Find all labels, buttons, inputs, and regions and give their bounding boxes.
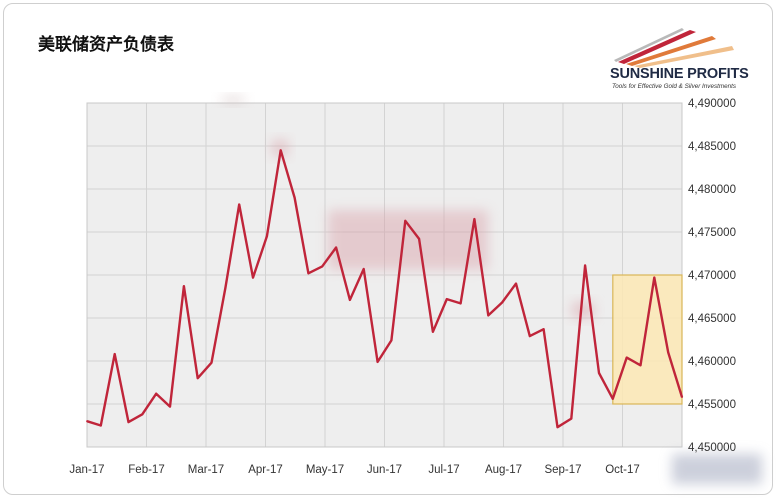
data-point xyxy=(667,351,670,354)
sunshine-profits-logo: SUNSHINE PROFITS Tools for Effective Gol… xyxy=(604,26,754,96)
x-tick-label: Jun-17 xyxy=(367,464,402,476)
data-point xyxy=(487,314,490,317)
data-point xyxy=(307,272,310,275)
data-point xyxy=(418,237,420,240)
data-point xyxy=(362,268,365,270)
data-point xyxy=(155,392,158,395)
x-tick-label: Aug-17 xyxy=(485,464,522,476)
x-tick-label: Jan-17 xyxy=(69,464,104,476)
data-point xyxy=(127,421,130,423)
data-point xyxy=(265,235,268,238)
data-point xyxy=(390,339,393,342)
data-point xyxy=(293,196,296,199)
x-tick-label: Oct-17 xyxy=(605,464,640,476)
logo-brand-text: SUNSHINE PROFITS xyxy=(610,66,749,82)
data-point xyxy=(528,335,531,337)
data-point xyxy=(99,424,102,427)
data-point xyxy=(279,149,282,152)
data-point xyxy=(169,405,171,408)
data-point xyxy=(182,285,185,288)
y-tick-label: 4,490000 xyxy=(688,98,736,110)
data-point xyxy=(473,218,476,221)
data-point xyxy=(625,356,628,359)
data-point xyxy=(570,417,573,420)
y-tick-label: 4,480000 xyxy=(688,184,736,196)
data-point xyxy=(404,219,407,222)
y-tick-label: 4,455000 xyxy=(688,399,736,411)
data-point xyxy=(335,246,337,249)
logo-swoosh-icon xyxy=(614,28,734,68)
data-point xyxy=(113,353,116,356)
data-point xyxy=(86,420,88,423)
data-point xyxy=(611,397,614,400)
y-tick-label: 4,475000 xyxy=(688,227,736,239)
y-tick-label: 4,465000 xyxy=(688,313,736,325)
x-tick-label: Feb-17 xyxy=(128,464,164,476)
data-point xyxy=(196,377,199,380)
gridlines xyxy=(86,102,683,448)
data-point xyxy=(501,301,504,304)
x-axis-ticks: Jan-17 Feb-17 Mar-17 Apr-17 May-17 Jun-17 Jul-… xyxy=(69,464,639,476)
data-point xyxy=(376,360,379,363)
data-point xyxy=(141,413,144,416)
chart-title: 美联储资产负债表 xyxy=(38,35,174,55)
y-axis-ticks: 4,450000 4,455000 4,460000 4,465000 4,470000… xyxy=(688,98,736,454)
series-line xyxy=(86,149,684,429)
data-point xyxy=(556,426,559,429)
data-point xyxy=(515,282,517,285)
data-point xyxy=(598,372,600,374)
data-point xyxy=(681,396,683,399)
data-point xyxy=(639,364,642,367)
data-point xyxy=(252,276,254,279)
highlight-box xyxy=(612,274,683,405)
data-point xyxy=(432,330,434,333)
logo-tagline-text: Tools for Effective Gold & Silver Invest… xyxy=(612,83,737,90)
y-tick-label: 4,470000 xyxy=(688,270,736,282)
x-tick-label: Mar-17 xyxy=(188,464,224,476)
data-point xyxy=(459,302,462,305)
data-points xyxy=(86,149,683,429)
x-tick-label: May-17 xyxy=(306,464,344,476)
data-point xyxy=(349,299,351,301)
data-point xyxy=(224,287,227,289)
x-tick-label: Jul-17 xyxy=(428,464,459,476)
watermark-blur xyxy=(222,96,762,484)
data-point xyxy=(542,328,545,331)
y-tick-label: 4,485000 xyxy=(688,141,736,153)
x-tick-label: Sep-17 xyxy=(544,464,581,476)
data-point xyxy=(238,203,241,206)
data-point xyxy=(321,265,324,268)
data-point xyxy=(584,264,587,267)
y-tick-label: 4,450000 xyxy=(688,442,736,454)
data-point xyxy=(653,276,656,279)
y-tick-label: 4,460000 xyxy=(688,356,736,368)
data-point xyxy=(210,361,213,364)
x-tick-label: Apr-17 xyxy=(248,464,283,476)
data-point xyxy=(445,298,448,300)
